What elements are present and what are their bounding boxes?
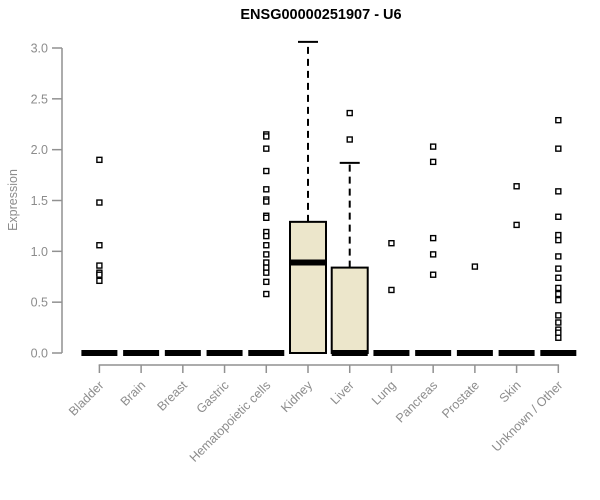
y-axis-title: Expression <box>6 169 20 231</box>
outlier-point <box>555 329 562 336</box>
x-category-label: Skin <box>497 378 524 405</box>
outlier-point <box>388 286 395 294</box>
outlier-point <box>263 290 270 298</box>
outlier-point <box>513 221 520 229</box>
outlier-point <box>346 136 353 143</box>
x-category-label: Liver <box>328 378 357 407</box>
outlier-point <box>555 231 562 239</box>
outlier-point <box>429 271 437 278</box>
y-tick-label: 1.0 <box>31 245 48 259</box>
chart-title: ENSG00000251907 - U6 <box>240 7 402 23</box>
box <box>289 220 327 354</box>
x-category-label: Prostate <box>439 378 482 421</box>
x-category-label: Hematopoietic cells <box>187 378 274 465</box>
outlier-point <box>263 232 270 240</box>
outlier-point <box>429 234 437 242</box>
outlier-point <box>555 213 562 220</box>
x-category-label: Brain <box>118 378 149 409</box>
outlier-point <box>471 263 479 270</box>
x-category-label: Bladder <box>66 378 106 418</box>
outlier-point <box>96 199 103 206</box>
x-category-label: Breast <box>155 378 191 414</box>
outlier-point <box>555 236 562 244</box>
outlier-point <box>555 265 562 272</box>
outlier-point <box>263 242 270 249</box>
outlier-point <box>96 262 103 269</box>
outlier-point <box>263 167 270 175</box>
outlier-point <box>263 133 270 140</box>
outlier-point <box>555 116 562 124</box>
outlier-point <box>96 242 103 249</box>
outlier-point <box>429 251 437 258</box>
outlier-point <box>263 269 270 276</box>
outlier-point <box>263 145 270 152</box>
outlier-point <box>555 290 562 298</box>
outlier-point <box>555 274 562 281</box>
x-category-label: Kidney <box>278 378 315 415</box>
outlier-point <box>263 264 270 271</box>
outlier-point <box>555 334 562 341</box>
outlier-point <box>388 239 395 247</box>
y-tick-label: 0.0 <box>31 347 48 361</box>
y-tick-label: 2.0 <box>31 143 48 157</box>
outlier-point <box>263 278 270 286</box>
y-tick-label: 3.0 <box>31 42 48 56</box>
x-category-label: Unknown / Other <box>489 378 565 454</box>
outlier-point <box>555 188 562 195</box>
outlier-point <box>555 312 562 319</box>
outlier-point <box>96 277 103 285</box>
box <box>330 266 369 355</box>
outlier-point <box>263 214 270 221</box>
outlier-point <box>555 284 562 292</box>
outlier-point <box>263 251 270 258</box>
outlier-point <box>555 296 562 304</box>
outlier-point <box>96 271 103 278</box>
x-category-label: Pancreas <box>393 378 440 425</box>
outlier-point <box>263 198 270 205</box>
x-category-label: Gastric <box>194 378 232 416</box>
outlier-point <box>263 259 270 266</box>
x-category-label: Lung <box>369 378 399 408</box>
outlier-point <box>555 145 562 152</box>
outlier-point <box>555 253 562 260</box>
y-tick-label: 0.5 <box>31 296 48 310</box>
outlier-point <box>429 158 437 166</box>
y-tick-label: 1.5 <box>31 194 48 208</box>
outlier-point <box>96 156 103 164</box>
outlier-point <box>555 319 562 326</box>
outlier-point <box>513 183 520 190</box>
outlier-point <box>346 109 353 117</box>
outlier-point <box>429 143 437 150</box>
y-tick-label: 2.5 <box>31 92 48 106</box>
outlier-point <box>263 186 270 193</box>
